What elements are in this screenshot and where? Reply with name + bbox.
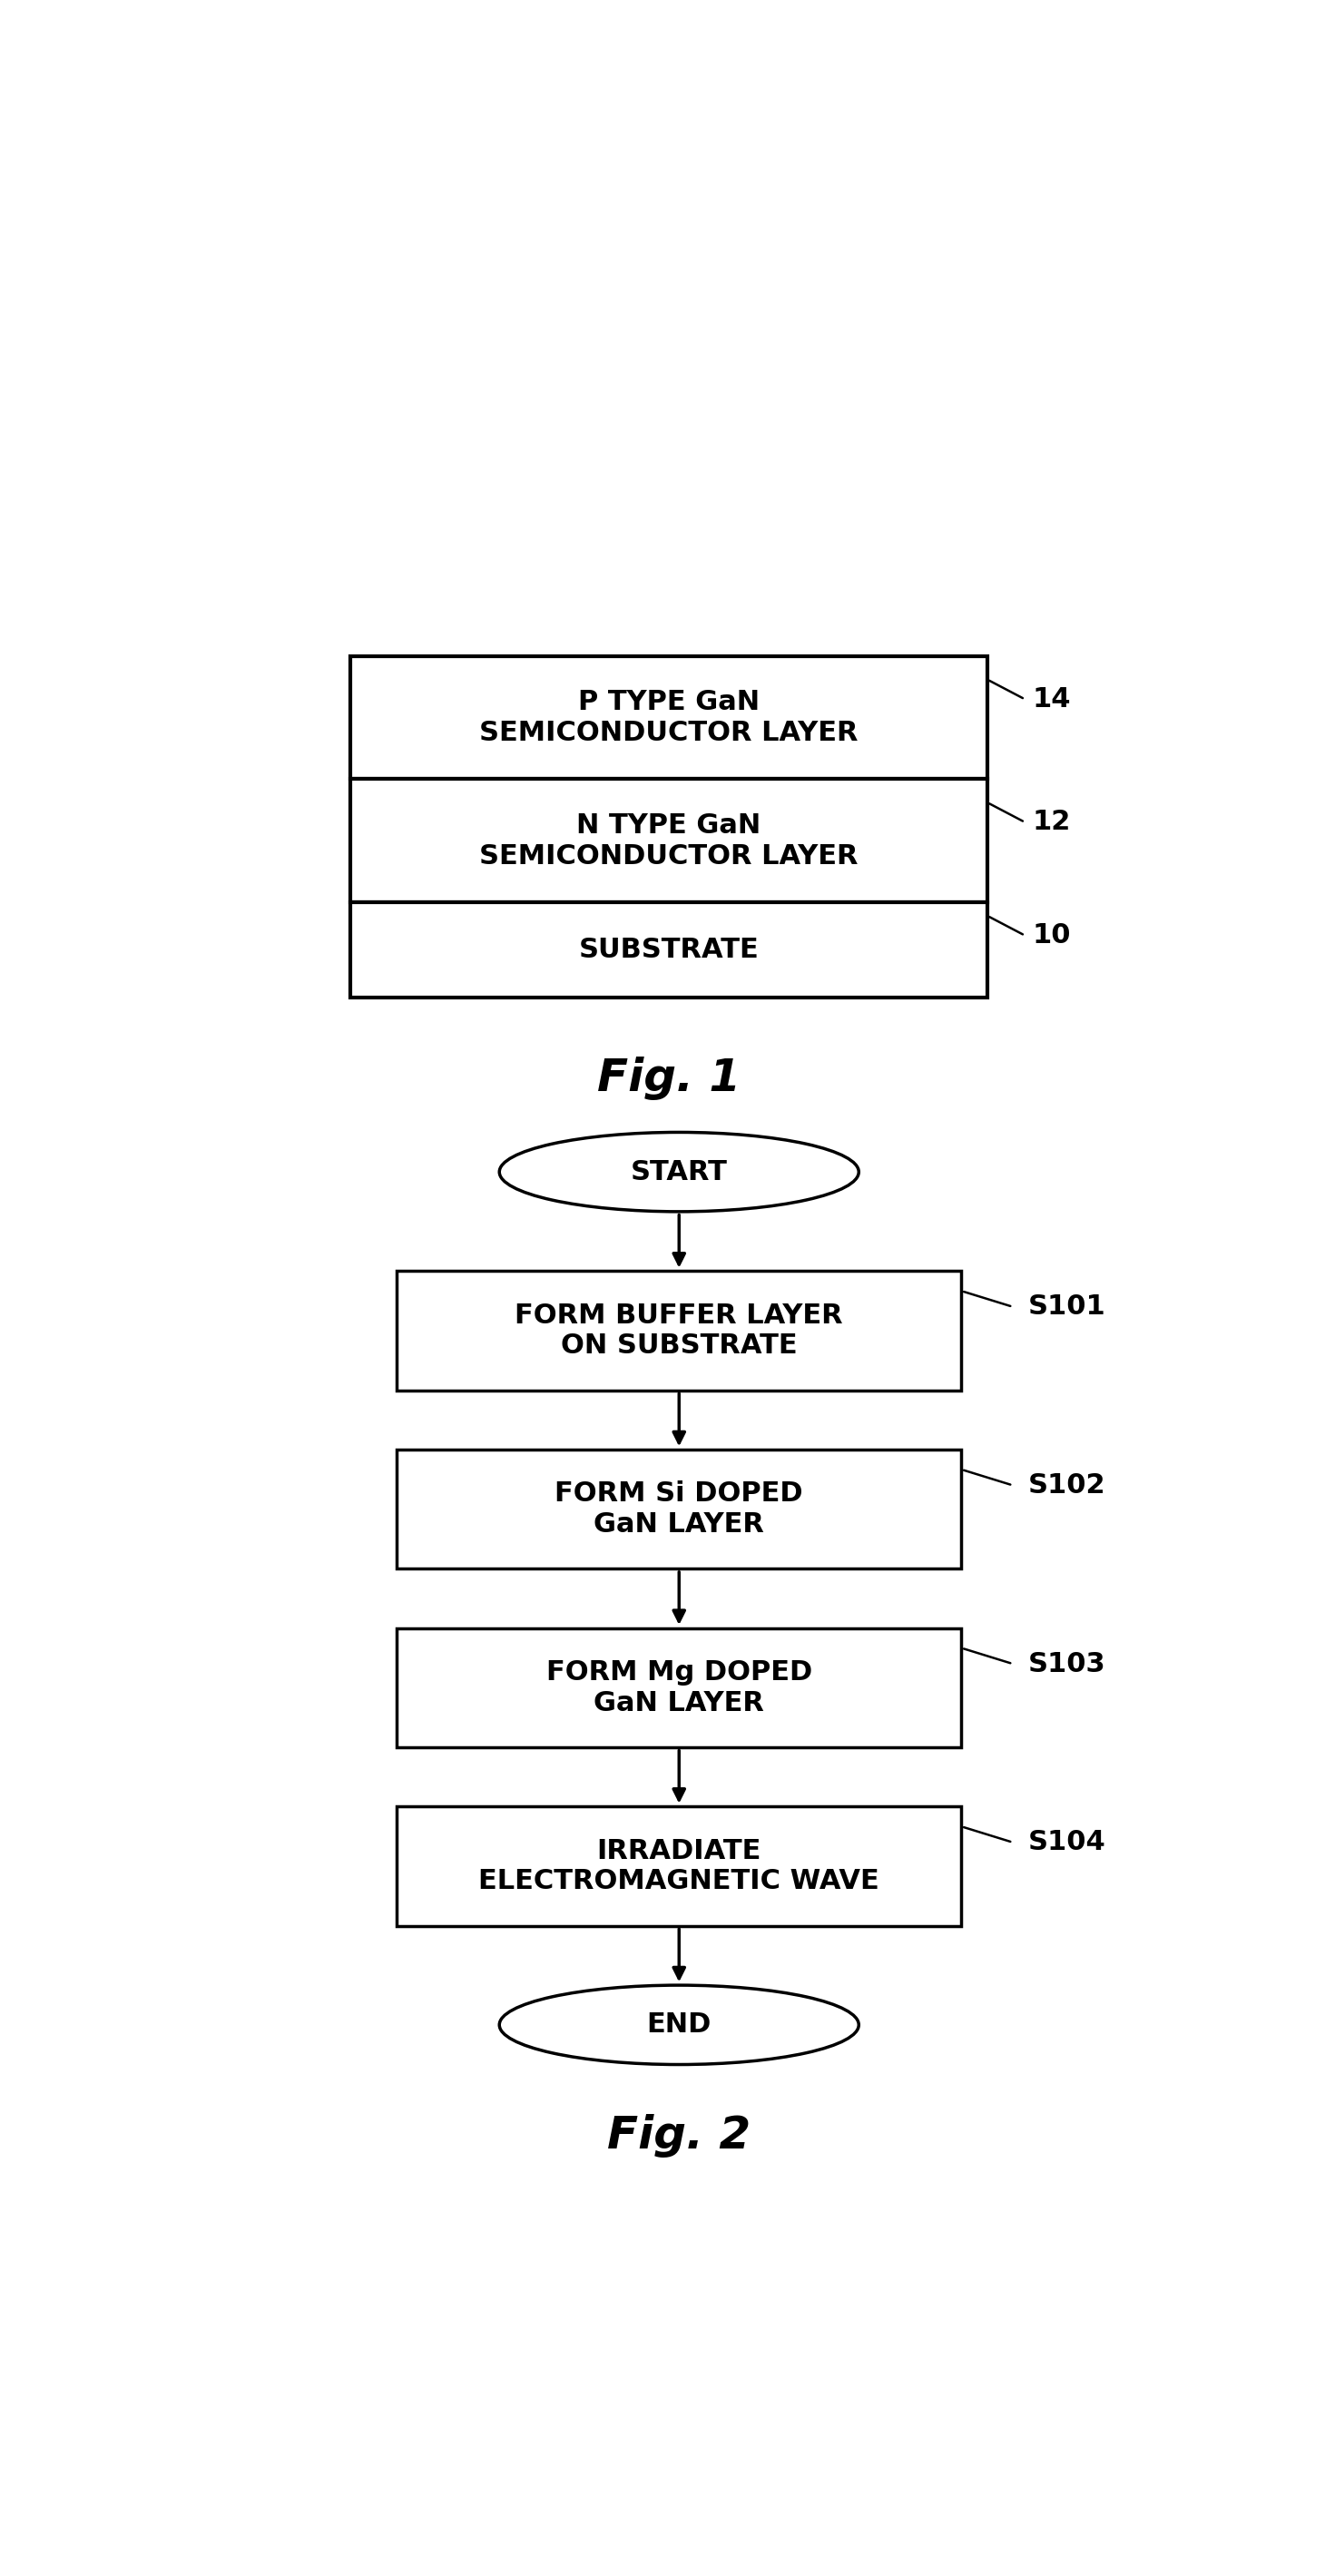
Ellipse shape — [500, 1133, 859, 1211]
Text: S101: S101 — [1028, 1293, 1106, 1319]
Ellipse shape — [500, 1986, 859, 2063]
Text: START: START — [631, 1159, 727, 1185]
Text: P TYPE GaN
SEMICONDUCTOR LAYER: P TYPE GaN SEMICONDUCTOR LAYER — [480, 690, 859, 747]
Text: 12: 12 — [1032, 809, 1071, 835]
Bar — [350, 778, 987, 902]
Text: 10: 10 — [1032, 922, 1071, 948]
Text: S104: S104 — [1028, 1829, 1106, 1855]
Bar — [396, 1270, 962, 1391]
Text: Fig. 2: Fig. 2 — [607, 2115, 751, 2159]
Text: FORM Mg DOPED
GaN LAYER: FORM Mg DOPED GaN LAYER — [546, 1659, 812, 1716]
Text: IRRADIATE
ELECTROMAGNETIC WAVE: IRRADIATE ELECTROMAGNETIC WAVE — [478, 1837, 880, 1893]
Bar — [350, 657, 987, 778]
Text: FORM Si DOPED
GaN LAYER: FORM Si DOPED GaN LAYER — [555, 1481, 803, 1538]
Text: FORM BUFFER LAYER
ON SUBSTRATE: FORM BUFFER LAYER ON SUBSTRATE — [515, 1303, 843, 1360]
Text: Fig. 1: Fig. 1 — [598, 1056, 741, 1100]
Text: END: END — [647, 2012, 712, 2038]
Text: SUBSTRATE: SUBSTRATE — [579, 938, 759, 963]
Bar — [396, 1806, 962, 1927]
Bar — [350, 902, 987, 997]
Bar — [396, 1450, 962, 1569]
Text: N TYPE GaN
SEMICONDUCTOR LAYER: N TYPE GaN SEMICONDUCTOR LAYER — [480, 811, 859, 868]
Text: S102: S102 — [1028, 1473, 1106, 1499]
Bar — [396, 1628, 962, 1747]
Text: 14: 14 — [1032, 685, 1071, 714]
Text: S103: S103 — [1028, 1651, 1106, 1677]
